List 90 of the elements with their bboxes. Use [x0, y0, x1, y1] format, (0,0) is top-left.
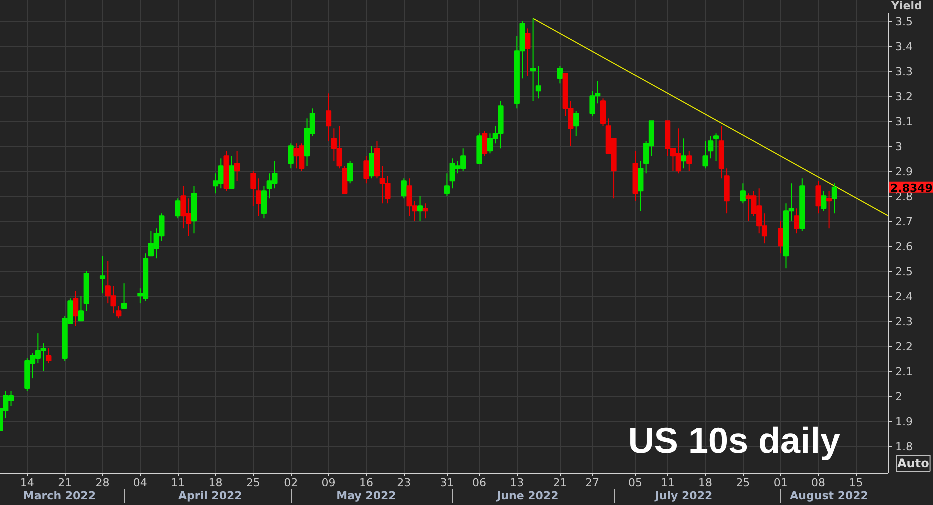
y-tick-label: 1.8 — [896, 440, 913, 454]
candlestick — [574, 110, 580, 137]
candlestick — [121, 283, 128, 310]
y-tick-label: 3.1 — [896, 116, 913, 129]
candlestick — [600, 98, 606, 127]
candlestick — [708, 136, 714, 160]
candlestick — [348, 160, 354, 184]
y-tick-label: 3 — [896, 140, 902, 154]
candlestick — [686, 150, 692, 172]
x2-tick-label: May 2022 — [336, 490, 396, 502]
y-tick-label: 3.4 — [896, 40, 913, 54]
candlestick — [740, 183, 746, 204]
candlestick — [46, 348, 52, 364]
x-tick-label: 08 — [812, 476, 826, 490]
y-axis-title: Yield — [890, 0, 922, 13]
y-tick-label: 1.9 — [896, 416, 913, 429]
candlestick — [369, 146, 375, 180]
x-tick-label: 31 — [440, 476, 454, 490]
candlestick — [778, 220, 784, 254]
candlestick — [175, 198, 181, 220]
candlestick — [256, 178, 262, 217]
y-tick-label: 2.6 — [896, 240, 913, 254]
x2-tick-label: June 2022 — [496, 490, 559, 502]
y-tick-label: 2.5 — [896, 266, 913, 279]
candlestick — [482, 130, 488, 157]
candlestick — [364, 156, 370, 184]
x2-tick-label: March 2022 — [23, 490, 96, 502]
y-tick-label: 3.5 — [896, 16, 913, 29]
y-tick-label: 2.7 — [896, 216, 913, 229]
candlestick — [100, 256, 106, 294]
y-tick-label: 2.2 — [896, 340, 913, 354]
x-tick-label: 06 — [472, 476, 486, 490]
text: Auto — [898, 456, 930, 470]
candlestick — [116, 306, 122, 320]
candlestick — [702, 140, 708, 170]
y-tick-label: 2.3 — [896, 316, 913, 329]
y-tick-label: 2 — [896, 390, 902, 404]
x-tick-label: 13 — [510, 476, 524, 490]
x-tick-label: 21 — [553, 476, 568, 490]
y-tick-label: 2.9 — [896, 166, 913, 179]
candlestick — [536, 66, 542, 100]
x-tick-label: 25 — [736, 476, 750, 490]
candlestick — [638, 160, 644, 212]
candlestick — [78, 296, 84, 322]
y-tick-label: 2.1 — [896, 366, 913, 379]
candlestick — [250, 170, 256, 207]
candlestick — [557, 66, 563, 84]
candlestick — [422, 203, 428, 220]
candlestick — [229, 156, 235, 190]
x-tick-label: 15 — [849, 476, 864, 490]
candlestick — [326, 93, 332, 142]
candlestick — [816, 180, 822, 214]
candlestick — [794, 208, 800, 234]
candlestick — [401, 178, 407, 200]
x2-tick-label: August 2022 — [790, 490, 868, 502]
x2-tick-label: April 2022 — [178, 490, 242, 502]
x-tick-label: 18 — [208, 476, 223, 490]
candlestick — [832, 183, 838, 214]
x-tick-label: 21 — [58, 476, 72, 490]
x-tick-label: 09 — [322, 476, 336, 490]
x-tick-label: 04 — [133, 476, 148, 490]
x-tick-label: 02 — [284, 476, 298, 490]
x-tick-label: 05 — [628, 476, 643, 490]
x-tick-label: 27 — [586, 476, 600, 490]
candlestick — [234, 150, 240, 182]
candlestick — [713, 133, 720, 162]
x-tick-label: 28 — [96, 476, 110, 490]
x-tick-label: 11 — [660, 476, 675, 490]
candlestick — [530, 18, 536, 102]
y-tick-label: 2.4 — [896, 290, 913, 304]
candlestick — [681, 138, 687, 170]
candlestick — [821, 190, 827, 212]
annotation: US 10s daily — [628, 420, 841, 461]
candlestick — [261, 186, 267, 220]
y-tick-label: 3.2 — [896, 90, 913, 104]
candlestick — [525, 28, 531, 77]
candlestick — [444, 173, 450, 197]
x-tick-label: 01 — [774, 476, 788, 490]
x-tick-label: 18 — [698, 476, 713, 490]
x-tick-label: 16 — [359, 476, 374, 490]
candlestick — [288, 143, 294, 170]
candlestick — [417, 196, 424, 222]
y-tick-label: 3.3 — [896, 66, 913, 79]
candlestick — [826, 190, 832, 230]
candlestick — [73, 290, 79, 327]
x2-tick-label: July 2022 — [654, 490, 713, 502]
x-tick-label: 23 — [397, 476, 412, 490]
x-tick-label: 25 — [246, 476, 260, 490]
x-tick-label: 14 — [20, 476, 34, 490]
x-tick-label: 11 — [171, 476, 186, 490]
